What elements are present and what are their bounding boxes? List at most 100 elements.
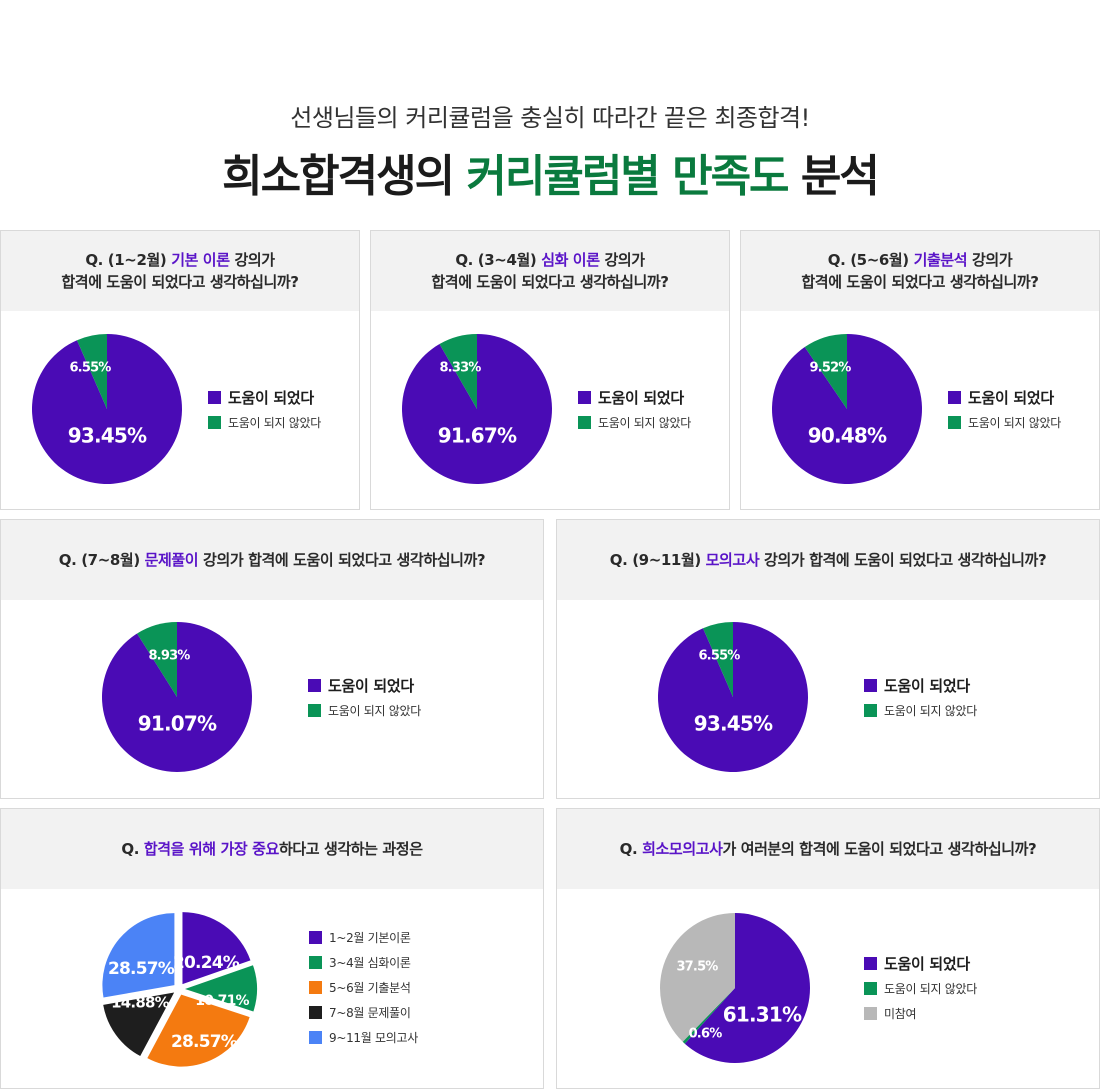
legend-item: 1~2월 기본이론: [309, 925, 418, 950]
legend-label: 도움이 되지 않았다: [228, 416, 321, 430]
pie-slice: [147, 994, 250, 1067]
slice-value-label: 91.07%: [138, 712, 217, 736]
question-prefix: Q. (9~11월): [609, 551, 706, 569]
pie-slice: [76, 334, 107, 409]
pie-slice: [103, 992, 175, 1057]
slice-value-label: 91.67%: [438, 424, 517, 448]
question-highlight: 기출분석: [913, 251, 968, 269]
legend-swatch: [309, 956, 322, 969]
question-prefix: Q.: [121, 840, 144, 858]
chart-legend: 도움이 되었다 도움이 되지 않았다: [864, 673, 977, 723]
slice-value-label: 20.24%: [173, 953, 240, 973]
legend-swatch: [578, 391, 591, 404]
legend-swatch: [948, 416, 961, 429]
legend-item: 도움이 되지 않았다: [208, 410, 321, 435]
legend-swatch: [309, 931, 322, 944]
question-header: Q. (9~11월) 모의고사 강의가 합격에 도움이 되었다고 생각하십니까?: [557, 520, 1099, 600]
legend-swatch: [309, 981, 322, 994]
legend-swatch: [864, 1007, 877, 1020]
question-highlight: 문제풀이: [144, 551, 199, 569]
slice-value-label: 93.45%: [68, 424, 147, 448]
question-header: Q. 합격을 위해 가장 중요하다고 생각하는 과정은: [1, 809, 543, 889]
slice-value-label: 93.45%: [694, 712, 773, 736]
legend-item: 도움이 되지 않았다: [864, 976, 977, 1001]
pie-chart: 20.24% 10.71% 28.57% 14.88% 28.57%: [102, 912, 257, 1067]
legend-item: 9~11월 모의고사: [309, 1025, 418, 1050]
question-header: Q. (1~2월) 기본 이론 강의가 합격에 도움이 되었다고 생각하십니까?: [1, 231, 359, 311]
title-highlight: 커리큘럼별 만족도: [466, 151, 789, 202]
question-header: Q. (5~6월) 기출분석 강의가 합격에 도움이 되었다고 생각하십니까?: [741, 231, 1099, 311]
question-suffix: 강의가: [229, 251, 275, 269]
pie-slice: [137, 622, 177, 697]
question-highlight: 희소모의고사: [642, 840, 723, 858]
pie-chart: 93.45% 6.55%: [658, 622, 808, 772]
question-header: Q. 희소모의고사가 여러분의 합격에 도움이 되었다고 생각하십니까?: [557, 809, 1099, 889]
question-prefix: Q. (7~8월): [58, 551, 145, 569]
legend-label: 도움이 되었다: [884, 677, 970, 695]
legend-swatch: [864, 679, 877, 692]
question-header: Q. (7~8월) 문제풀이 강의가 합격에 도움이 되었다고 생각하십니까?: [1, 520, 543, 600]
chart-legend: 도움이 되었다 도움이 되지 않았다: [308, 673, 421, 723]
slice-value-label: 8.33%: [439, 361, 481, 376]
legend-swatch: [864, 704, 877, 717]
legend-item: 도움이 되었다: [864, 673, 977, 698]
page-header: 선생님들의 커리큘럼을 충실히 따라간 끝은 최종합격! 희소합격생의 커리큘럼…: [0, 0, 1100, 230]
question-highlight: 기본 이론: [171, 251, 230, 269]
legend-swatch: [208, 391, 221, 404]
legend-swatch: [309, 1031, 322, 1044]
legend-item: 5~6월 기출분석: [309, 975, 418, 1000]
legend-item: 7~8월 문제풀이: [309, 1000, 418, 1025]
pie-slice: [684, 913, 810, 1063]
survey-card-advanced-theory: Q. (3~4월) 심화 이론 강의가 합격에 도움이 되었다고 생각하십니까? …: [370, 230, 730, 510]
legend-label: 9~11월 모의고사: [329, 1031, 418, 1045]
pie-chart: 90.48% 9.52%: [772, 334, 922, 484]
legend-label: 3~4월 심화이론: [329, 956, 411, 970]
legend-label: 7~8월 문제풀이: [329, 1006, 411, 1020]
question-prefix: Q. (3~4월): [455, 251, 542, 269]
pie-slice: [182, 912, 251, 985]
slice-value-label: 9.52%: [809, 361, 851, 376]
title-part-1: 희소합격생의: [222, 151, 467, 202]
legend-swatch: [309, 1006, 322, 1019]
slice-value-label: 6.55%: [698, 649, 740, 664]
slice-value-label: 6.55%: [69, 361, 111, 376]
legend-label: 도움이 되지 않았다: [884, 704, 977, 718]
slice-value-label: 8.93%: [148, 649, 190, 664]
legend-label: 도움이 되었다: [228, 389, 314, 407]
question-highlight: 모의고사: [705, 551, 760, 569]
pie-chart: 93.45% 6.55%: [31, 334, 182, 484]
legend-swatch: [578, 416, 591, 429]
pie-chart: 91.07% 8.93%: [102, 622, 252, 772]
page-subtitle: 선생님들의 커리큘럼을 충실히 따라간 끝은 최종합격!: [290, 104, 810, 132]
question-suffix: 가 여러분의 합격에 도움이 되었다고 생각하십니까?: [722, 840, 1037, 858]
legend-label: 도움이 되었다: [884, 955, 970, 973]
question-suffix: 강의가: [967, 251, 1013, 269]
legend-swatch: [308, 704, 321, 717]
pie-slice: [660, 913, 735, 1042]
legend-item: 도움이 되었다: [864, 951, 977, 976]
slice-value-label: 61.31%: [723, 1003, 802, 1027]
legend-swatch: [948, 391, 961, 404]
legend-swatch: [208, 416, 221, 429]
chart-legend: 도움이 되었다 도움이 되지 않았다: [578, 385, 691, 435]
slice-value-label: 90.48%: [808, 424, 887, 448]
survey-card-most-important-process: Q. 합격을 위해 가장 중요하다고 생각하는 과정은 20.24% 10.71%…: [0, 808, 544, 1089]
survey-card-problem-solving: Q. (7~8월) 문제풀이 강의가 합격에 도움이 되었다고 생각하십니까? …: [0, 519, 544, 799]
slice-value-label: 0.6%: [689, 1027, 723, 1042]
legend-swatch: [864, 982, 877, 995]
question-line-2: 합격에 도움이 되었다고 생각하십니까?: [801, 273, 1039, 291]
slice-value-label: 14.88%: [111, 994, 169, 1012]
survey-card-mock-exam: Q. (9~11월) 모의고사 강의가 합격에 도움이 되었다고 생각하십니까?…: [556, 519, 1100, 799]
legend-label: 도움이 되지 않았다: [328, 704, 421, 718]
legend-label: 도움이 되지 않았다: [968, 416, 1061, 430]
legend-label: 도움이 되었다: [328, 677, 414, 695]
question-prefix: Q. (1~2월): [85, 251, 172, 269]
pie-slice: [184, 965, 257, 1012]
chart-legend: 도움이 되었다 도움이 되지 않았다: [208, 385, 321, 435]
question-suffix: 강의가 합격에 도움이 되었다고 생각하십니까?: [198, 551, 486, 569]
legend-item: 도움이 되지 않았다: [948, 410, 1061, 435]
question-highlight: 심화 이론: [541, 251, 600, 269]
survey-card-basic-theory: Q. (1~2월) 기본 이론 강의가 합격에 도움이 되었다고 생각하십니까? …: [0, 230, 360, 510]
legend-item: 도움이 되었다: [578, 385, 691, 410]
slice-value-label: 28.57%: [171, 1032, 238, 1052]
